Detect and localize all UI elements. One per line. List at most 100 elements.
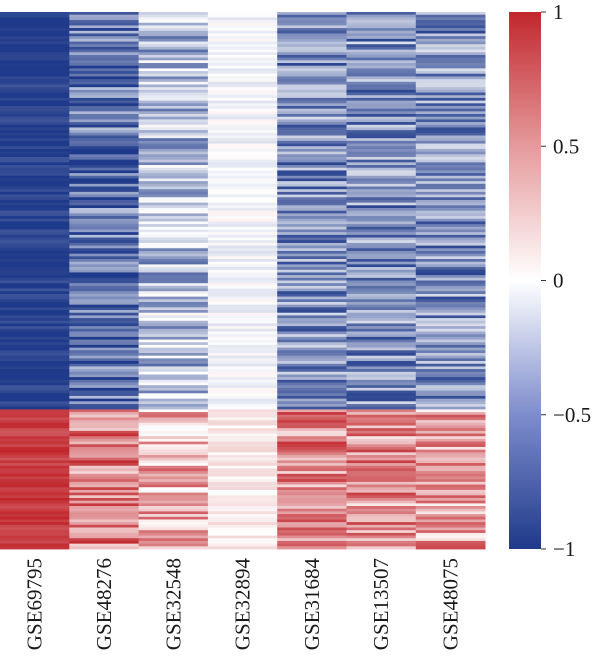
heatmap-cell [277, 390, 347, 394]
heatmap-cell [138, 259, 209, 263]
heatmap-cell [69, 46, 139, 50]
heatmap-cell [0, 116, 70, 120]
heatmap-cell [207, 111, 278, 115]
heatmap-cell [0, 473, 70, 477]
heatmap-cell [207, 409, 278, 413]
heatmap-cell [69, 514, 139, 518]
heatmap-cell [415, 481, 486, 485]
heatmap-cell [138, 468, 209, 472]
heatmap-cell [277, 194, 347, 198]
heatmap-cell [277, 275, 347, 279]
heatmap-cell [207, 199, 278, 204]
heatmap-cell [69, 36, 139, 40]
heatmap-cell [346, 417, 417, 421]
heatmap-cell [0, 476, 70, 480]
heatmap-cell [277, 127, 347, 131]
heatmap-cell [0, 395, 70, 400]
heatmap-cell [207, 14, 278, 18]
heatmap-cell [277, 293, 347, 298]
heatmap-cell [415, 393, 486, 397]
heatmap-cell [346, 154, 417, 158]
heatmap-cell [138, 181, 209, 185]
heatmap-cell [0, 151, 70, 155]
heatmap-cell [207, 97, 278, 101]
heatmap-cell [346, 197, 417, 201]
heatmap-cell [69, 503, 139, 507]
heatmap-cell [415, 382, 486, 386]
heatmap-cell [138, 508, 209, 512]
heatmap-cell [346, 374, 417, 378]
heatmap-cell [69, 173, 139, 177]
heatmap-cell [415, 28, 486, 32]
heatmap-cell [138, 143, 209, 147]
heatmap-cell [415, 377, 486, 381]
heatmap-cell [346, 455, 417, 459]
heatmap-cell [138, 497, 209, 502]
heatmap-cell [346, 339, 417, 343]
heatmap-cell [207, 105, 278, 110]
heatmap-cell [138, 524, 209, 528]
heatmap-cell [69, 463, 139, 467]
heatmap-cell [415, 54, 486, 59]
heatmap-cell [138, 406, 209, 410]
heatmap-cell [69, 540, 139, 545]
heatmap-cell [69, 159, 139, 163]
heatmap-cell [0, 105, 70, 110]
heatmap-cell [69, 143, 139, 147]
heatmap-cell [415, 449, 486, 453]
heatmap-cell [277, 382, 347, 386]
heatmap-cell [415, 65, 486, 69]
heatmap-cell [346, 331, 417, 335]
heatmap-cell [346, 291, 417, 295]
heatmap-cell [207, 22, 278, 26]
heatmap-cell [415, 307, 486, 311]
heatmap-cell [277, 516, 347, 520]
heatmap-cell [138, 261, 209, 265]
heatmap-cell [138, 71, 209, 75]
heatmap-cell [207, 221, 278, 225]
heatmap-cell [69, 22, 139, 26]
heatmap-cell [0, 430, 70, 434]
heatmap-cell [207, 465, 278, 469]
heatmap-cell [0, 500, 70, 504]
heatmap-cell [138, 355, 209, 359]
heatmap-cell [415, 395, 486, 400]
heatmap-cell [277, 202, 347, 206]
heatmap-cell [0, 162, 70, 166]
heatmap-cell [277, 535, 347, 539]
heatmap-cell [207, 49, 278, 53]
heatmap-cell [346, 500, 417, 504]
heatmap-cell [277, 124, 347, 128]
heatmap-cell [277, 301, 347, 306]
column-label: GSE48276 [92, 558, 116, 650]
heatmap-cell [0, 374, 70, 378]
heatmap-cell [346, 165, 417, 169]
heatmap-cell [0, 361, 70, 365]
heatmap-cell [69, 500, 139, 504]
heatmap-cell [346, 191, 417, 195]
heatmap-cell [138, 304, 209, 308]
heatmap-cell [207, 167, 278, 171]
heatmap-cell [0, 135, 70, 139]
heatmap-cell [346, 256, 417, 260]
heatmap-cell [207, 293, 278, 298]
heatmap-cell [277, 436, 347, 440]
heatmap-cell [277, 89, 347, 93]
heatmap-cell [138, 473, 209, 477]
heatmap-cell [0, 379, 70, 383]
heatmap-cell [138, 288, 209, 292]
heatmap-cell [69, 87, 139, 91]
column-label: GSE69795 [23, 558, 47, 650]
heatmap-cell [207, 307, 278, 311]
heatmap-cell [415, 49, 486, 53]
heatmap-cell [0, 272, 70, 276]
heatmap-cell [415, 390, 486, 394]
heatmap-cell [346, 524, 417, 528]
heatmap-cell [138, 194, 209, 198]
heatmap-cell [346, 259, 417, 263]
heatmap-cell [138, 264, 209, 268]
heatmap-cell [69, 97, 139, 101]
heatmap-cell [207, 89, 278, 93]
heatmap-cell [207, 73, 278, 77]
heatmap-cell [277, 395, 347, 400]
